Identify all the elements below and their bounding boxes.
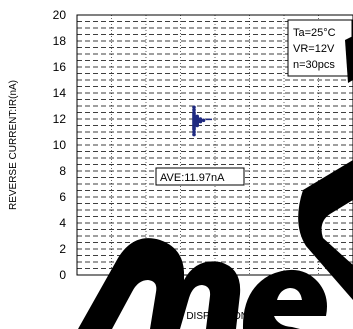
- y-tick-label: 16: [53, 60, 67, 74]
- average-box-frame: [155, 167, 245, 186]
- watermark: [78, 36, 353, 329]
- y-axis-label: REVERSE CURRENT:IR(nA): [8, 80, 19, 210]
- y-tick-label: 2: [59, 242, 66, 256]
- y-tick-labels: 0 2 4 6 8 10 12 14 16 18 20: [53, 8, 67, 282]
- watermark-glyph-t: [345, 36, 353, 83]
- y-tick-label: 8: [59, 164, 66, 178]
- condition-temperature: Ta=25°C: [293, 27, 336, 39]
- data-point: [198, 119, 203, 124]
- data-points: [192, 105, 212, 137]
- y-tick-label: 6: [59, 190, 66, 204]
- average-label: AVE:11.97nA: [160, 172, 225, 184]
- data-point: [192, 127, 196, 132]
- data-point: [192, 108, 196, 112]
- watermark-glyph-n: [298, 160, 353, 300]
- y-tick-label: 10: [53, 138, 67, 152]
- condition-voltage: VR=12V: [293, 43, 335, 55]
- data-point: [192, 132, 196, 137]
- watermark-glyph-e: [242, 269, 327, 329]
- watermark-glyph-m: [78, 238, 241, 329]
- y-tick-label: 14: [53, 86, 67, 100]
- x-axis-label: IR DISPERSION MAP: [174, 311, 273, 322]
- data-point: [192, 130, 196, 134]
- y-tick-label: 4: [59, 216, 66, 230]
- y-tick-label: 18: [53, 34, 67, 48]
- data-point: [195, 123, 199, 128]
- y-tick-label: 12: [53, 112, 67, 126]
- data-point: [201, 118, 206, 123]
- data-point: [192, 105, 196, 110]
- condition-sample-count: n=30pcs: [293, 59, 335, 71]
- average-box: AVE:11.97nA: [155, 167, 245, 186]
- conditions-box: Ta=25°C VR=12V n=30pcs: [287, 19, 353, 77]
- y-tick-label: 20: [53, 8, 67, 22]
- conditions-box-frame: [287, 19, 353, 77]
- y-tick-label: 0: [59, 268, 66, 282]
